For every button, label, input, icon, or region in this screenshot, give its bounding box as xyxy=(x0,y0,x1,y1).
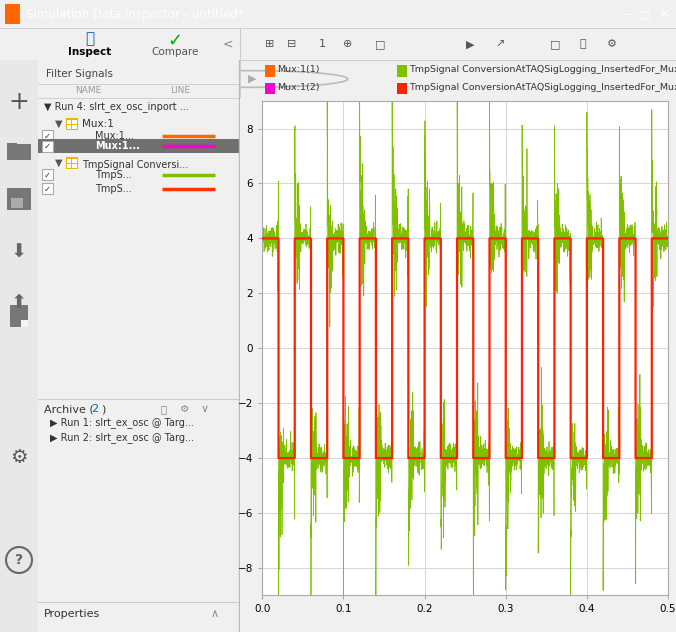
Text: ∨: ∨ xyxy=(201,404,209,414)
Bar xyxy=(397,65,406,76)
Bar xyxy=(10,305,28,327)
Bar xyxy=(7,144,31,160)
Text: TmpS...: TmpS... xyxy=(95,170,132,180)
Text: 🔍: 🔍 xyxy=(85,31,95,46)
Text: ▶ Run 1: slrt_ex_osc @ Targ...: ▶ Run 1: slrt_ex_osc @ Targ... xyxy=(50,418,194,428)
Text: ▼: ▼ xyxy=(55,158,62,168)
Bar xyxy=(72,120,77,124)
Text: ⚙: ⚙ xyxy=(10,447,28,466)
Bar xyxy=(21,320,28,327)
Text: ⬇: ⬇ xyxy=(11,243,27,262)
Text: ✓: ✓ xyxy=(43,185,51,193)
Bar xyxy=(7,188,31,210)
Text: ▶: ▶ xyxy=(466,39,475,49)
Text: TmpSignal Conversi...: TmpSignal Conversi... xyxy=(82,160,188,170)
Text: ⬆: ⬆ xyxy=(11,293,27,312)
Text: Mux:1(1): Mux:1(1) xyxy=(277,65,320,75)
Text: ✓: ✓ xyxy=(168,32,183,49)
Text: ↗: ↗ xyxy=(496,39,505,49)
Text: ▼: ▼ xyxy=(55,119,62,129)
Text: ✕: ✕ xyxy=(659,9,669,19)
Text: Archive (: Archive ( xyxy=(44,404,94,414)
Bar xyxy=(0,60,38,632)
Text: ⊞: ⊞ xyxy=(265,39,274,49)
Text: ⊕: ⊕ xyxy=(343,39,353,49)
Bar xyxy=(67,120,71,124)
Text: 1: 1 xyxy=(318,39,326,49)
Bar xyxy=(67,159,71,163)
Text: Mux:1...: Mux:1... xyxy=(95,131,134,141)
Bar xyxy=(397,83,406,94)
Text: Mux:1...: Mux:1... xyxy=(95,141,140,151)
Text: ▶: ▶ xyxy=(247,74,256,84)
Text: <: < xyxy=(223,38,233,51)
Text: TmpSignal ConversionAtTAQSigLogging_InsertedFor_Mux_at_outpor...: TmpSignal ConversionAtTAQSigLogging_Inse… xyxy=(409,83,676,92)
Text: LINE: LINE xyxy=(170,85,190,95)
Text: ✓: ✓ xyxy=(43,142,51,150)
Text: ): ) xyxy=(101,404,105,414)
Bar xyxy=(72,159,77,163)
Text: ▶ Run 2: slrt_ex_osc @ Targ...: ▶ Run 2: slrt_ex_osc @ Targ... xyxy=(50,432,194,444)
Text: Compare: Compare xyxy=(151,47,199,57)
Bar xyxy=(11,198,23,208)
Text: Properties: Properties xyxy=(44,609,100,619)
Text: 🗑: 🗑 xyxy=(161,404,167,414)
Text: TmpS...: TmpS... xyxy=(95,184,132,194)
Bar xyxy=(5,4,20,24)
Bar xyxy=(42,141,53,152)
Text: ⊟: ⊟ xyxy=(287,39,297,49)
Text: 📷: 📷 xyxy=(580,39,586,49)
Text: Mux:1(2): Mux:1(2) xyxy=(277,83,320,92)
Bar xyxy=(66,157,78,169)
Bar xyxy=(72,164,77,168)
Text: Filter Signals: Filter Signals xyxy=(46,69,113,79)
Bar xyxy=(67,164,71,168)
Text: ⚙: ⚙ xyxy=(180,404,189,414)
Text: ?: ? xyxy=(15,553,23,567)
Bar xyxy=(265,83,275,94)
Text: Mux:1: Mux:1 xyxy=(82,119,114,129)
Bar xyxy=(7,143,17,147)
Text: ⚙: ⚙ xyxy=(607,39,617,49)
Bar xyxy=(265,65,275,76)
Bar xyxy=(42,169,53,180)
Text: □: □ xyxy=(375,39,385,49)
Text: TmpSignal ConversionAtTAQSigLogging_InsertedFor_Mux_at_outpor...: TmpSignal ConversionAtTAQSigLogging_Inse… xyxy=(409,65,676,75)
Text: ─: ─ xyxy=(625,9,632,19)
Bar xyxy=(42,130,53,141)
Bar xyxy=(67,125,71,129)
Text: ✓: ✓ xyxy=(43,131,51,140)
Bar xyxy=(42,183,53,194)
Bar xyxy=(66,118,78,130)
Text: Inspect: Inspect xyxy=(68,47,112,57)
Text: ✓: ✓ xyxy=(43,171,51,179)
Text: 2: 2 xyxy=(91,404,98,414)
Text: ▼ Run 4: slrt_ex_osc_inport ...: ▼ Run 4: slrt_ex_osc_inport ... xyxy=(44,102,189,112)
Text: +: + xyxy=(9,90,30,114)
Text: NAME: NAME xyxy=(75,85,101,95)
Bar xyxy=(38,139,240,153)
Text: Simulation Data Inspector - untitled*: Simulation Data Inspector - untitled* xyxy=(26,8,243,21)
Text: □: □ xyxy=(640,9,651,19)
Text: ∧: ∧ xyxy=(211,609,219,619)
Text: □: □ xyxy=(550,39,560,49)
Bar xyxy=(72,125,77,129)
